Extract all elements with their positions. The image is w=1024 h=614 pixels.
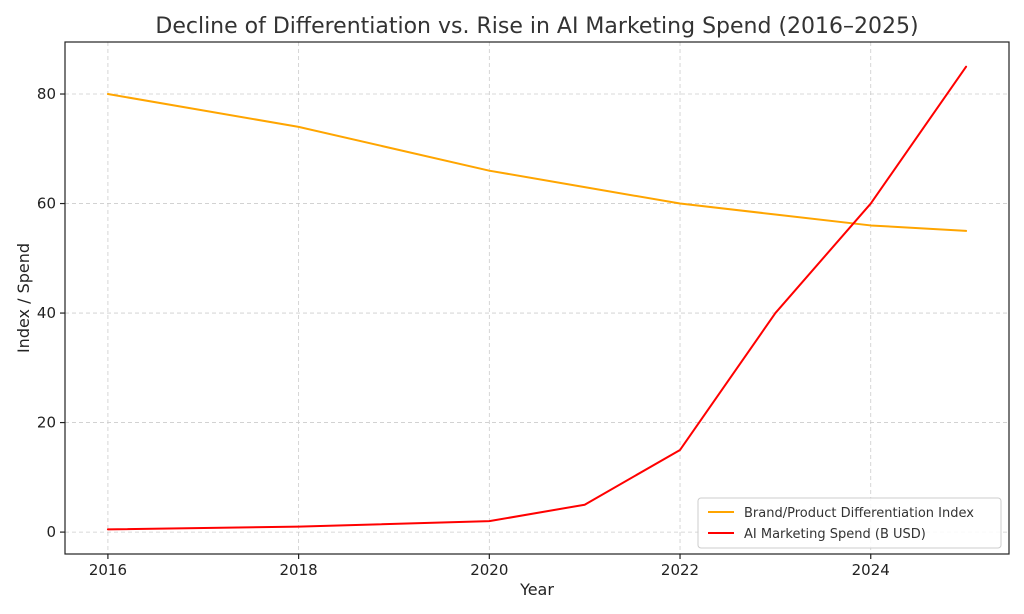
x-axis-label: Year <box>519 580 554 599</box>
series-line-differentiation-index <box>106 93 968 232</box>
series-line-ai-marketing-spend <box>106 65 968 531</box>
y-tick-label: 20 <box>37 414 56 432</box>
y-axis-label: Index / Spend <box>14 243 33 353</box>
legend-box <box>697 497 1002 549</box>
chart-title: Decline of Differentiation vs. Rise in A… <box>155 14 918 39</box>
plot-frame <box>64 41 1010 555</box>
axes <box>64 41 1010 555</box>
legend-label-ai-spend: AI Marketing Spend (B USD) <box>744 527 926 542</box>
x-tick-label: 2022 <box>661 561 699 579</box>
x-axis-ticks: 2016 2018 2020 2022 2024 <box>89 554 890 579</box>
legend-label-differentiation: Brand/Product Differentiation Index <box>744 506 974 521</box>
y-tick-label: 0 <box>46 523 56 541</box>
legend: Brand/Product Differentiation Index AI M… <box>697 497 1002 549</box>
y-axis-ticks: 0 20 40 60 80 <box>37 85 65 541</box>
y-tick-label: 60 <box>37 195 56 213</box>
x-tick-label: 2018 <box>280 561 318 579</box>
series-group <box>106 65 968 531</box>
x-tick-label: 2016 <box>89 561 127 579</box>
y-tick-label: 80 <box>37 85 56 103</box>
x-tick-label: 2020 <box>470 561 508 579</box>
y-tick-label: 40 <box>37 304 56 322</box>
x-tick-label: 2024 <box>852 561 890 579</box>
grid <box>65 42 1009 554</box>
